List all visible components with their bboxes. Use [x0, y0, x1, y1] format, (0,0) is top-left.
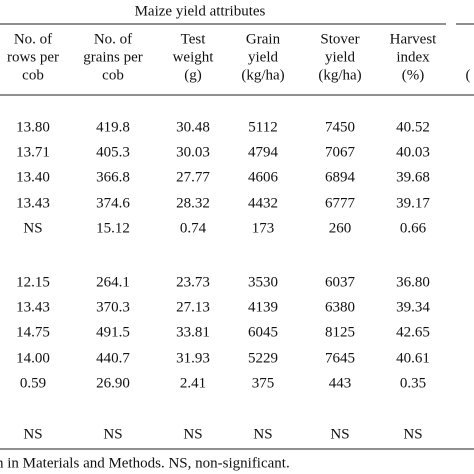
column-header: Grain	[246, 31, 281, 47]
cell: 40.03	[396, 144, 430, 160]
column-header: yield	[325, 49, 355, 65]
cell: NS	[253, 426, 272, 442]
cell: 0.66	[400, 220, 427, 236]
cell: 27.13	[176, 299, 210, 315]
cell: 39.68	[396, 169, 430, 185]
cell: 28.32	[176, 195, 210, 211]
column-header: No. of	[14, 31, 52, 47]
cell: 8125	[325, 324, 355, 340]
cell: 14.00	[16, 350, 50, 366]
column-header: (g)	[184, 67, 202, 83]
column-header: Test	[181, 31, 207, 47]
cell: NS	[183, 426, 202, 442]
column-header: (kg/ha)	[241, 67, 284, 83]
cell: 260	[329, 220, 352, 236]
cell: 5229	[248, 350, 278, 366]
cell: 7067	[325, 144, 356, 160]
cell: NS	[23, 426, 42, 442]
cell: 4794	[248, 144, 279, 160]
cell: 6380	[325, 299, 355, 315]
cell: 419.8	[96, 119, 130, 135]
cell: 264.1	[96, 274, 130, 290]
cell: 0.59	[20, 375, 46, 391]
cell: 33.81	[176, 324, 210, 340]
cell: 27.77	[176, 169, 210, 185]
cell: 4606	[248, 169, 279, 185]
cell: 7450	[325, 119, 355, 135]
cell: 30.03	[176, 144, 210, 160]
cell: 5112	[248, 119, 277, 135]
footnote: n in Materials and Methods. NS, non-sign…	[0, 455, 290, 471]
cell: 13.80	[16, 119, 50, 135]
cell: 491.5	[96, 324, 130, 340]
cell: NS	[403, 426, 422, 442]
column-header: rows per	[7, 49, 59, 65]
cell: 6894	[325, 169, 356, 185]
cell: 30.48	[176, 119, 210, 135]
column-header: grains per	[83, 49, 143, 65]
cell: 4139	[248, 299, 278, 315]
cell: 0.35	[400, 375, 426, 391]
cell: 443	[329, 375, 352, 391]
cut-header: (	[466, 67, 471, 83]
column-header: (%)	[402, 67, 425, 83]
cell: NS	[330, 426, 349, 442]
cell: 440.7	[96, 350, 130, 366]
cell: 40.52	[396, 119, 430, 135]
cell: 7645	[325, 350, 355, 366]
cell: 13.43	[16, 195, 50, 211]
cell: 40.61	[396, 350, 430, 366]
cell: 12.15	[16, 274, 50, 290]
cell: 6045	[248, 324, 278, 340]
group-title: Maize yield attributes	[135, 3, 266, 19]
column-header: weight	[173, 49, 215, 65]
cell: 13.71	[16, 144, 50, 160]
cell: 375	[252, 375, 275, 391]
cell: NS	[103, 426, 122, 442]
cell: 23.73	[176, 274, 210, 290]
cell: 15.12	[96, 220, 130, 236]
cell: 405.3	[96, 144, 130, 160]
cell: 6037	[325, 274, 356, 290]
cell: 6777	[325, 195, 356, 211]
cell: 31.93	[176, 350, 210, 366]
cell: 2.41	[180, 375, 206, 391]
cell: 173	[252, 220, 275, 236]
column-header: cob	[102, 67, 124, 83]
column-header: (kg/ha)	[318, 67, 361, 83]
column-header: No. of	[94, 31, 132, 47]
cell: 370.3	[96, 299, 130, 315]
cell: 3530	[248, 274, 278, 290]
cell: NS	[23, 220, 42, 236]
cell: 374.6	[96, 195, 130, 211]
cell: 366.8	[96, 169, 130, 185]
column-header: Stover	[320, 31, 359, 47]
column-header: cob	[22, 67, 44, 83]
cell: 39.17	[396, 195, 430, 211]
cell: 13.43	[16, 299, 50, 315]
cell: 36.80	[396, 274, 430, 290]
cell: 39.34	[396, 299, 430, 315]
column-header: Harvest	[390, 31, 437, 47]
cell: 14.75	[16, 324, 50, 340]
cell: 13.40	[16, 169, 50, 185]
cell: 4432	[248, 195, 278, 211]
cell: 42.65	[396, 324, 430, 340]
column-header: yield	[248, 49, 278, 65]
column-header: index	[396, 49, 430, 65]
cell: 0.74	[180, 220, 207, 236]
cell: 26.90	[96, 375, 130, 391]
